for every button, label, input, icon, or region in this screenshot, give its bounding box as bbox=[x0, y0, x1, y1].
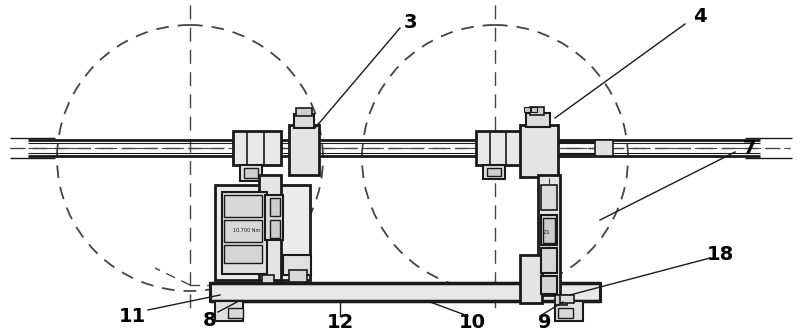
Bar bbox=[555, 301, 583, 321]
Bar bbox=[259, 175, 281, 280]
Bar bbox=[215, 301, 243, 321]
Bar bbox=[244, 168, 258, 178]
Bar bbox=[283, 255, 311, 275]
Bar bbox=[210, 283, 600, 301]
Bar bbox=[224, 245, 262, 263]
Text: 11: 11 bbox=[118, 306, 146, 326]
Bar bbox=[555, 295, 567, 305]
Bar bbox=[560, 295, 574, 303]
Bar bbox=[538, 175, 560, 295]
Bar bbox=[215, 185, 310, 280]
Bar bbox=[541, 215, 557, 245]
Bar bbox=[526, 113, 550, 127]
Bar bbox=[294, 114, 314, 128]
Bar bbox=[296, 108, 312, 116]
Text: 10.700 Nm: 10.700 Nm bbox=[233, 228, 260, 233]
Text: 8: 8 bbox=[203, 310, 217, 330]
Bar bbox=[531, 107, 537, 112]
Bar bbox=[541, 185, 557, 210]
Bar bbox=[289, 270, 307, 282]
Text: 10: 10 bbox=[458, 312, 486, 332]
Text: 21: 21 bbox=[542, 230, 550, 236]
Bar bbox=[224, 195, 262, 217]
Bar bbox=[265, 195, 283, 240]
Bar bbox=[476, 131, 521, 165]
Bar bbox=[228, 308, 243, 318]
Bar bbox=[262, 275, 274, 283]
Bar bbox=[270, 220, 280, 238]
Text: 9: 9 bbox=[538, 312, 552, 332]
Text: 7: 7 bbox=[743, 138, 757, 158]
Bar bbox=[524, 107, 530, 112]
Text: 3: 3 bbox=[403, 12, 417, 32]
Text: 12: 12 bbox=[326, 312, 354, 332]
Bar bbox=[541, 276, 557, 294]
Bar bbox=[558, 308, 573, 318]
Bar bbox=[222, 192, 267, 274]
Bar bbox=[233, 131, 281, 165]
Text: 18: 18 bbox=[706, 245, 734, 263]
Bar bbox=[487, 168, 501, 176]
Bar bbox=[543, 218, 555, 243]
Bar bbox=[595, 140, 613, 156]
Bar bbox=[483, 165, 505, 179]
Bar bbox=[530, 107, 544, 115]
Bar bbox=[240, 165, 262, 181]
Bar bbox=[224, 220, 262, 242]
Bar bbox=[289, 125, 319, 175]
Bar bbox=[520, 255, 542, 303]
Bar bbox=[541, 248, 557, 273]
Bar bbox=[270, 198, 280, 216]
Text: 4: 4 bbox=[693, 7, 707, 27]
Bar bbox=[520, 125, 558, 177]
